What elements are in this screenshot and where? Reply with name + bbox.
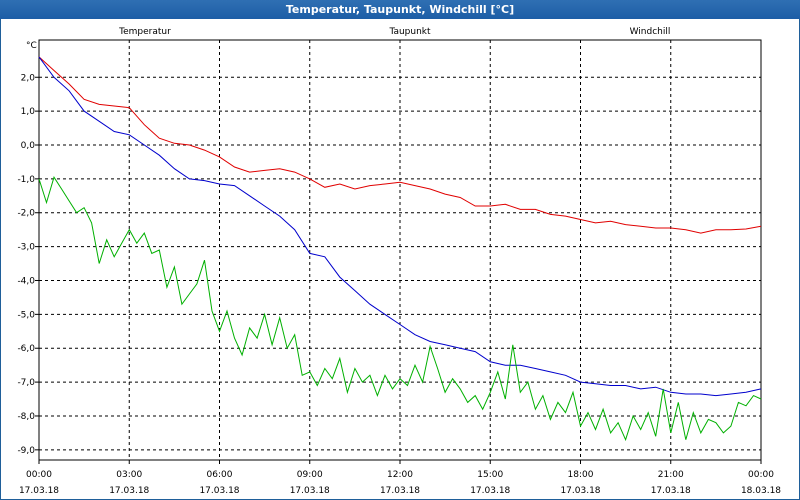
x-tick-time-label: 03:00 — [116, 470, 142, 480]
y-tick-label: -1,0 — [17, 175, 35, 185]
y-tick-label: -3,0 — [17, 243, 35, 253]
legend-entry-temperatur: Temperatur — [118, 27, 171, 37]
x-tick-date-label: 17.03.18 — [380, 486, 420, 496]
x-tick-time-label: 18:00 — [568, 470, 594, 480]
y-tick-label: -4,0 — [17, 276, 35, 286]
x-tick-date-label: 17.03.18 — [470, 486, 510, 496]
legend-entry-taupunkt: Taupunkt — [388, 27, 431, 37]
x-tick-date-label: 17.03.18 — [109, 486, 149, 496]
x-tick-time-label: 12:00 — [387, 470, 413, 480]
x-tick-date-label: 17.03.18 — [19, 486, 59, 496]
series-line-windchill — [38, 176, 762, 442]
window-title: Temperatur, Taupunkt, Windchill [°C] — [0, 0, 800, 19]
x-tick-date-label: 17.03.18 — [290, 486, 330, 496]
x-tick-time-label: 00:00 — [748, 470, 774, 480]
x-tick-date-label: 17.03.18 — [199, 486, 239, 496]
x-tick-date-label: 17.03.18 — [560, 486, 600, 496]
x-tick-date-label: 17.03.18 — [651, 486, 691, 496]
x-tick-time-label: 09:00 — [297, 470, 323, 480]
y-tick-label: -2,0 — [17, 209, 35, 219]
y-tick-label: 0,0 — [21, 141, 36, 151]
y-tick-label: 2,0 — [21, 73, 36, 83]
x-tick-time-label: 00:00 — [26, 470, 52, 480]
series-lines — [38, 56, 762, 442]
legend: Temperatur Taupunkt Windchill — [118, 27, 670, 37]
x-tick-time-label: 06:00 — [207, 470, 233, 480]
x-tick-date-label: 18.03.18 — [741, 486, 781, 496]
y-tick-label: -7,0 — [17, 378, 35, 388]
x-tick-time-label: 15:00 — [477, 470, 503, 480]
grid-lines — [39, 40, 761, 460]
x-axis: 00:00 17.03.18 03:00 17.03.18 06:00 17.03.18 0… — [19, 460, 781, 496]
series-line-temperatur — [38, 56, 762, 234]
x-tick-time-label: 21:00 — [658, 470, 684, 480]
y-axis: 2,0 1,0 0,0 -1,0 -2,0 -3,0 -4,0 -5,0 -6,0 -7,0 -8,… — [17, 73, 39, 456]
y-tick-label: -6,0 — [17, 344, 35, 354]
y-tick-label: 1,0 — [21, 107, 36, 117]
y-axis-unit-label: °C — [26, 41, 37, 51]
legend-entry-windchill: Windchill — [630, 27, 671, 37]
y-tick-label: -5,0 — [17, 310, 35, 320]
y-tick-label: -8,0 — [17, 412, 35, 422]
y-tick-label: -9,0 — [17, 446, 35, 456]
series-line-taupunkt — [38, 56, 762, 397]
